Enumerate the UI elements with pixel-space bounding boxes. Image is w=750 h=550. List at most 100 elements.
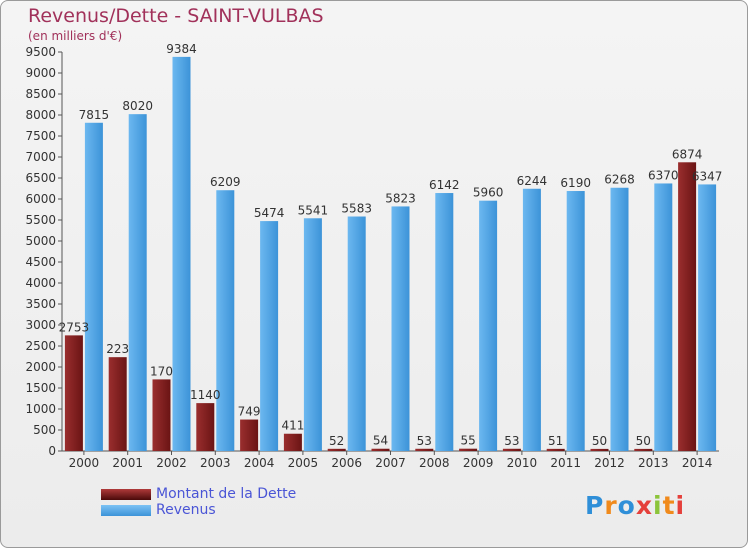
legend-label-debt: Montant de la Dette — [156, 486, 297, 502]
logo-letter: r — [604, 491, 618, 520]
y-tick-label: 6000 — [25, 192, 56, 206]
debt-bar — [108, 357, 127, 451]
y-tick-label: 4500 — [25, 255, 56, 269]
debt-value-label: 50 — [592, 434, 607, 448]
y-tick-label: 0 — [48, 444, 56, 458]
debt-value-label: 53 — [504, 434, 519, 448]
debt-value-label: 50 — [636, 434, 651, 448]
debt-value-label: 54 — [373, 434, 388, 448]
y-tick-label: 6500 — [25, 171, 56, 185]
revenue-bar — [128, 114, 147, 451]
debt-bar — [371, 448, 390, 451]
debt-value-label: 2753 — [59, 320, 90, 334]
y-tick-label: 1500 — [25, 381, 56, 395]
y-tick-label: 500 — [33, 423, 56, 437]
debt-value-label: 52 — [329, 434, 344, 448]
y-tick-label: 2000 — [25, 360, 56, 374]
revenue-bar — [260, 221, 279, 451]
debt-bar — [634, 448, 653, 451]
revenue-bar — [84, 122, 103, 452]
proxiti-logo: Proxiti — [585, 491, 685, 520]
debt-value-label: 55 — [460, 434, 475, 448]
chart-title: Revenus/Dette - SAINT-VULBAS — [28, 5, 324, 27]
x-tick-label: 2005 — [288, 456, 319, 470]
revenue-value-label: 6209 — [210, 175, 241, 189]
debt-value-label: 6874 — [672, 147, 703, 161]
logo-letter: x — [635, 491, 653, 520]
revenue-value-label: 6268 — [604, 173, 635, 187]
revenue-value-label: 6142 — [429, 178, 460, 192]
debt-bar — [196, 403, 215, 451]
y-tick-label: 4000 — [25, 276, 56, 290]
y-tick-label: 9000 — [25, 66, 56, 80]
revenue-bar — [303, 218, 322, 451]
y-tick-label: 3500 — [25, 297, 56, 311]
debt-bar — [283, 433, 302, 451]
debt-value-label: 411 — [281, 419, 304, 433]
revenue-value-label: 8020 — [122, 99, 153, 113]
debt-bar — [459, 448, 478, 451]
debt-value-label: 53 — [417, 434, 432, 448]
revenue-value-label: 5474 — [254, 206, 285, 220]
revenue-value-label: 5823 — [385, 191, 416, 205]
y-tick-label: 1000 — [25, 402, 56, 416]
debt-bar — [64, 335, 83, 451]
revenue-value-label: 5960 — [473, 186, 504, 200]
x-tick-label: 2009 — [463, 456, 494, 470]
debt-bar — [152, 379, 171, 451]
revenue-bar — [654, 183, 673, 451]
debt-bar — [240, 419, 259, 451]
revenue-bar — [391, 206, 410, 451]
debt-bar — [546, 448, 565, 451]
revenue-value-label: 5541 — [298, 203, 329, 217]
debt-bar — [502, 448, 521, 451]
debt-value-label: 51 — [548, 434, 563, 448]
x-tick-label: 2008 — [419, 456, 450, 470]
debt-bar — [327, 448, 346, 451]
x-tick-label: 2001 — [112, 456, 143, 470]
y-tick-label: 8000 — [25, 108, 56, 122]
revenue-value-label: 6370 — [648, 168, 679, 182]
revenue-value-label: 6244 — [517, 174, 548, 188]
debt-bar — [678, 162, 697, 452]
x-tick-label: 2003 — [200, 456, 231, 470]
x-tick-label: 2002 — [156, 456, 187, 470]
revenue-value-label: 6347 — [692, 169, 723, 183]
revenue-value-label: 5583 — [341, 202, 372, 216]
debt-value-label: 170 — [150, 364, 173, 378]
debt-bar — [415, 448, 434, 451]
x-tick-label: 2012 — [594, 456, 625, 470]
chart-subtitle: (en milliers d'€) — [28, 29, 123, 43]
x-tick-label: 2006 — [331, 456, 362, 470]
logo-letter: i — [675, 491, 686, 520]
logo-letter: i — [653, 491, 663, 520]
revenue-bar — [522, 188, 541, 451]
debt-value-label: 1140 — [190, 388, 221, 402]
revenue-bar — [698, 184, 717, 451]
x-tick-label: 2011 — [550, 456, 581, 470]
revenue-bar — [347, 216, 366, 451]
debt-bar — [590, 448, 609, 451]
logo-letter: o — [617, 491, 636, 520]
revenue-value-label: 7815 — [79, 108, 110, 122]
y-tick-label: 2500 — [25, 339, 56, 353]
revenue-bar — [172, 56, 191, 451]
debt-value-label: 749 — [238, 405, 261, 419]
revenue-value-label: 6190 — [560, 176, 591, 190]
revenue-bar — [479, 200, 498, 451]
revenue-bar — [216, 190, 235, 452]
x-tick-label: 2013 — [638, 456, 669, 470]
x-tick-label: 2004 — [244, 456, 275, 470]
x-tick-label: 2014 — [682, 456, 713, 470]
y-tick-label: 8500 — [25, 87, 56, 101]
legend-swatch-revenue — [101, 505, 151, 516]
y-tick-label: 7000 — [25, 150, 56, 164]
legend-swatch-debt — [101, 489, 151, 500]
revenue-bar — [435, 193, 454, 451]
revenue-bar — [610, 187, 629, 451]
logo-letter: P — [585, 491, 605, 520]
x-tick-label: 2007 — [375, 456, 406, 470]
legend-label-revenue: Revenus — [156, 502, 216, 518]
